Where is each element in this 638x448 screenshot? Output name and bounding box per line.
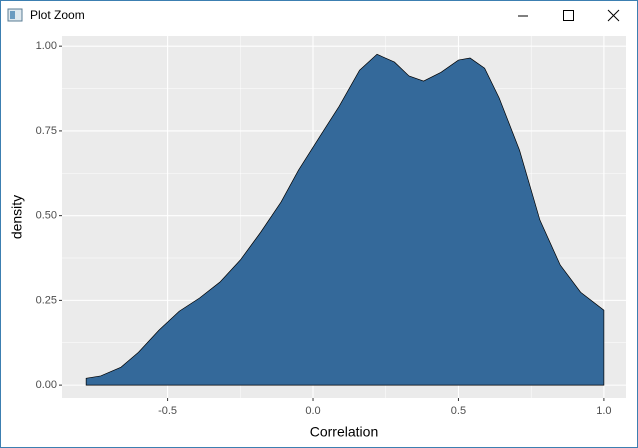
x-tick-label: 0.5: [451, 405, 466, 417]
y-tick-label: 1.00: [36, 40, 57, 52]
y-tick-label: 0.25: [36, 294, 57, 306]
maximize-button[interactable]: [563, 10, 574, 21]
app-icon-part: [10, 11, 15, 19]
density-area: [85, 53, 605, 386]
window-title: Plot Zoom: [30, 8, 85, 22]
x-tick-label: 0.0: [305, 405, 320, 417]
x-axis-label: Correlation: [310, 424, 378, 440]
x-tick-label: 1.0: [596, 405, 611, 417]
title-bar: Plot Zoom: [7, 8, 620, 22]
x-tick-label: -0.5: [158, 405, 177, 417]
y-axis-label: density: [9, 195, 25, 239]
close-button[interactable]: [607, 9, 620, 22]
y-tick-label: 0.75: [36, 125, 57, 137]
y-tick-label: 0.00: [36, 379, 57, 391]
y-tick-label: 0.50: [36, 210, 57, 222]
